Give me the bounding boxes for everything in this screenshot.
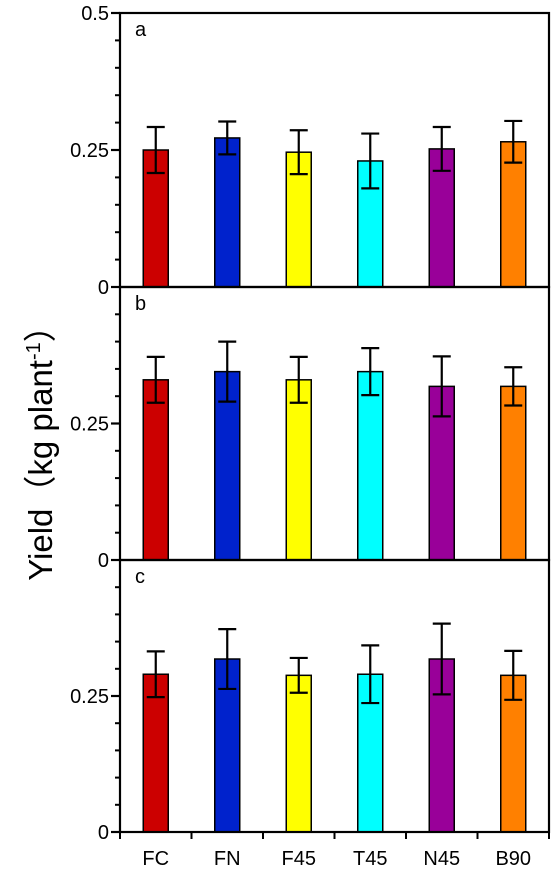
x-tick-label: N45 [423, 848, 460, 870]
panel-a: 0 0.25 0.5 a [70, 3, 551, 299]
y-axis-label-superscript: -1 [23, 342, 45, 360]
bar-f45 [285, 379, 312, 561]
y-tick-label: 0 [98, 550, 109, 572]
y-tick-label: 0.5 [81, 3, 109, 25]
y-axis-label: Yield（kg plant-1） [22, 309, 59, 581]
bar-b90 [500, 385, 527, 561]
y-tick-label: 0 [98, 822, 109, 844]
bar-f45 [285, 674, 312, 833]
panel-frame [118, 11, 551, 289]
panel-label: c [135, 566, 145, 588]
y-tick-label: 0.25 [70, 140, 109, 162]
plot-area: 0 0.25 0.5 a 0 0.25 b 0 0.25 c FC FN F45 T45 N45 B90 [70, 3, 551, 870]
panel-c: 0 0.25 c [70, 558, 551, 844]
x-tick-label: F45 [282, 848, 316, 870]
y-tick-label: 0.25 [70, 414, 109, 436]
bar-fn [214, 137, 241, 288]
panel-frame [118, 558, 551, 834]
bar-fc [142, 673, 169, 833]
y-axis-label-main: Yield（kg plant [22, 360, 59, 581]
y-axis-label-close: ） [22, 309, 59, 342]
panel-label: a [135, 19, 147, 41]
x-tick-label: FN [214, 848, 241, 870]
panel-frame [118, 285, 551, 562]
y-tick-label: 0.25 [70, 686, 109, 708]
panel-b: 0 0.25 b [70, 285, 551, 572]
panel-label: b [135, 293, 146, 315]
x-tick-label: FC [142, 848, 169, 870]
bar-t45 [357, 370, 384, 561]
bar-fn [214, 370, 241, 561]
y-tick-label: 0 [98, 277, 109, 299]
x-tick-label: T45 [353, 848, 387, 870]
x-tick-label: B90 [495, 848, 531, 870]
bar-b90 [500, 141, 527, 288]
bar-fc [142, 379, 169, 561]
